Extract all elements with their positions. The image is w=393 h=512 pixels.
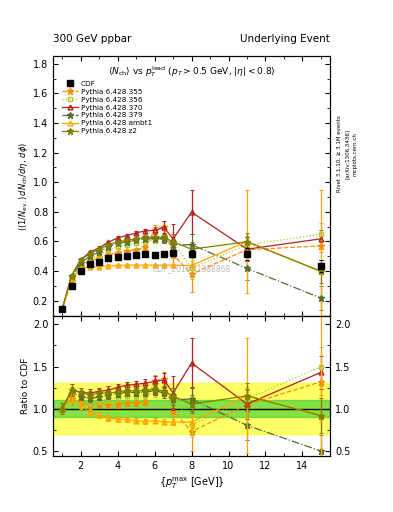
Text: Underlying Event: Underlying Event bbox=[240, 33, 330, 44]
Y-axis label: Ratio to CDF: Ratio to CDF bbox=[21, 357, 30, 414]
Text: CDF_2015_I1388868: CDF_2015_I1388868 bbox=[152, 264, 231, 273]
Legend: CDF, Pythia 6.428 355, Pythia 6.428 356, Pythia 6.428 370, Pythia 6.428 379, Pyt: CDF, Pythia 6.428 355, Pythia 6.428 356,… bbox=[59, 78, 155, 137]
Text: [arXiv:1306.3436]: [arXiv:1306.3436] bbox=[345, 129, 350, 179]
Text: mcplots.cern.ch: mcplots.cern.ch bbox=[352, 132, 357, 176]
Text: $\langle N_\mathrm{ch}\rangle$ vs $p_T^\mathrm{lead}$ ($p_T > 0.5$ GeV, $|\eta| : $\langle N_\mathrm{ch}\rangle$ vs $p_T^\… bbox=[108, 64, 275, 79]
Text: Rivet 3.1.10, ≥ 3.1M events: Rivet 3.1.10, ≥ 3.1M events bbox=[337, 115, 342, 192]
Y-axis label: $((1/N_\mathrm{ev.})\,dN_\mathrm{ch}/d\eta,\,d\phi)$: $((1/N_\mathrm{ev.})\,dN_\mathrm{ch}/d\e… bbox=[17, 141, 30, 230]
Bar bbox=[53, 383, 330, 435]
X-axis label: $\{p_T^\mathrm{max}$ [GeV]$\}$: $\{p_T^\mathrm{max}$ [GeV]$\}$ bbox=[159, 476, 224, 492]
Bar bbox=[53, 400, 330, 417]
Text: 300 GeV ppbar: 300 GeV ppbar bbox=[53, 33, 131, 44]
